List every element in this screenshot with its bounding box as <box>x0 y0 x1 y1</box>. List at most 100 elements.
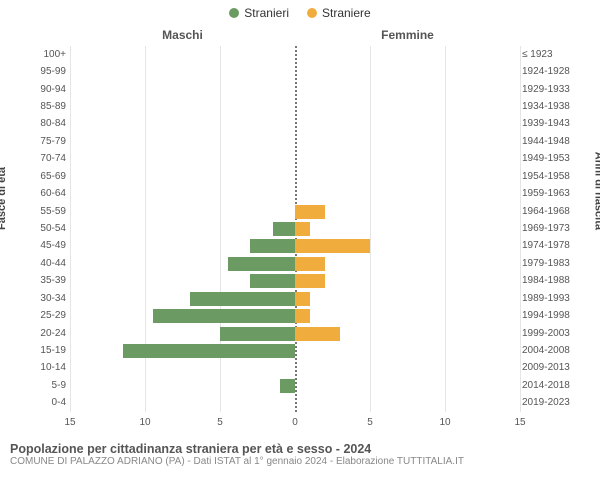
ytick-birth: 1969-1973 <box>522 224 578 234</box>
male-half <box>70 325 295 342</box>
header-female: Femmine <box>295 28 520 42</box>
pyramid-row <box>70 238 520 255</box>
ytick-birth: 1929-1933 <box>522 85 578 95</box>
ytick-age: 20-24 <box>30 329 66 339</box>
pyramid-row <box>70 168 520 185</box>
female-half <box>295 98 520 115</box>
ytick-birth: 1984-1988 <box>522 276 578 286</box>
ytick-age: 65-69 <box>30 172 66 182</box>
legend-item-female: Straniere <box>307 6 371 20</box>
pyramid-row <box>70 46 520 63</box>
pyramid-row <box>70 377 520 394</box>
male-half <box>70 63 295 80</box>
pyramid-row <box>70 63 520 80</box>
ytick-birth: 1989-1993 <box>522 294 578 304</box>
female-half <box>295 116 520 133</box>
footer-title: Popolazione per cittadinanza straniera p… <box>10 442 590 456</box>
female-half <box>295 273 520 290</box>
bar-female <box>295 309 310 323</box>
pyramid-row <box>70 81 520 98</box>
ytick-age: 40-44 <box>30 259 66 269</box>
bar-male <box>250 274 295 288</box>
bar-female <box>295 239 370 253</box>
male-half <box>70 168 295 185</box>
bar-male <box>280 379 295 393</box>
female-half <box>295 63 520 80</box>
bar-female <box>295 274 325 288</box>
ytick-birth: 2009-2013 <box>522 363 578 373</box>
ytick-birth: 1939-1943 <box>522 119 578 129</box>
ytick-birth: 1944-1948 <box>522 137 578 147</box>
bar-male <box>190 292 295 306</box>
bar-female <box>295 222 310 236</box>
footer: Popolazione per cittadinanza straniera p… <box>0 440 600 467</box>
male-half <box>70 342 295 359</box>
pyramid-row <box>70 342 520 359</box>
bar-male <box>228 257 296 271</box>
ytick-birth: 2019-2023 <box>522 398 578 408</box>
bar-male <box>220 327 295 341</box>
male-half <box>70 307 295 324</box>
xtick: 10 <box>139 417 150 428</box>
ytick-birth: 1934-1938 <box>522 102 578 112</box>
pyramid-row <box>70 151 520 168</box>
ytick-age: 45-49 <box>30 241 66 251</box>
ytick-birth: 1949-1953 <box>522 154 578 164</box>
ytick-age: 55-59 <box>30 207 66 217</box>
male-half <box>70 151 295 168</box>
pyramid-row <box>70 395 520 412</box>
pyramid-row <box>70 203 520 220</box>
female-swatch <box>307 8 317 18</box>
male-half <box>70 81 295 98</box>
footer-subtitle: COMUNE DI PALAZZO ADRIANO (PA) - Dati IS… <box>10 456 590 467</box>
female-half <box>295 395 520 412</box>
ytick-age: 75-79 <box>30 137 66 147</box>
male-half <box>70 273 295 290</box>
ytick-age: 80-84 <box>30 119 66 129</box>
pyramid-row <box>70 220 520 237</box>
male-half <box>70 133 295 150</box>
ytick-age: 30-34 <box>30 294 66 304</box>
female-half <box>295 81 520 98</box>
ytick-age: 10-14 <box>30 363 66 373</box>
male-half <box>70 395 295 412</box>
female-half <box>295 255 520 272</box>
male-half <box>70 377 295 394</box>
bar-male <box>153 309 296 323</box>
bar-male <box>273 222 296 236</box>
bar-male <box>123 344 296 358</box>
pyramid-row <box>70 273 520 290</box>
female-half <box>295 342 520 359</box>
female-half <box>295 307 520 324</box>
legend-label-male: Stranieri <box>244 6 289 20</box>
pyramid-row <box>70 116 520 133</box>
ytick-birth: 1994-1998 <box>522 311 578 321</box>
header-male: Maschi <box>70 28 295 42</box>
pyramid-row <box>70 307 520 324</box>
male-half <box>70 220 295 237</box>
xtick: 15 <box>64 417 75 428</box>
pyramid-row <box>70 133 520 150</box>
ytick-age: 15-19 <box>30 346 66 356</box>
xtick: 0 <box>292 417 298 428</box>
female-half <box>295 325 520 342</box>
pyramid-row <box>70 98 520 115</box>
male-half <box>70 98 295 115</box>
ytick-birth: 1974-1978 <box>522 241 578 251</box>
pyramid-row <box>70 290 520 307</box>
male-half <box>70 360 295 377</box>
gridline <box>520 46 521 412</box>
male-half <box>70 46 295 63</box>
male-half <box>70 255 295 272</box>
pyramid-row <box>70 325 520 342</box>
female-half <box>295 185 520 202</box>
ytick-birth: 1979-1983 <box>522 259 578 269</box>
bar-female <box>295 292 310 306</box>
male-half <box>70 185 295 202</box>
female-half <box>295 46 520 63</box>
ytick-age: 95-99 <box>30 67 66 77</box>
female-half <box>295 360 520 377</box>
male-half <box>70 203 295 220</box>
xtick: 5 <box>367 417 373 428</box>
legend-label-female: Straniere <box>322 6 371 20</box>
